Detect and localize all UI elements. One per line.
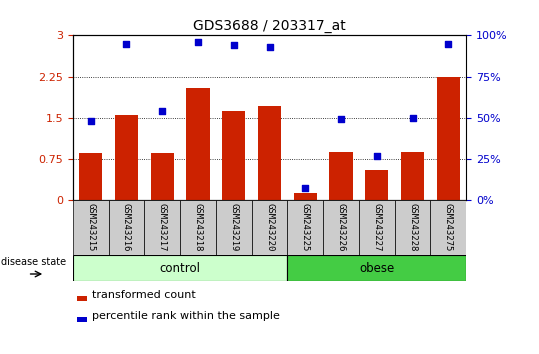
Text: GSM243226: GSM243226 — [336, 203, 345, 252]
Text: GSM243216: GSM243216 — [122, 203, 131, 252]
Point — [230, 42, 238, 48]
Bar — [216, 200, 252, 255]
Text: GSM243215: GSM243215 — [86, 203, 95, 252]
Text: percentile rank within the sample: percentile rank within the sample — [93, 312, 280, 321]
Text: GSM243275: GSM243275 — [444, 203, 453, 252]
Point — [158, 108, 167, 114]
Text: obese: obese — [359, 262, 395, 275]
Bar — [365, 170, 389, 200]
Text: GSM243228: GSM243228 — [408, 203, 417, 252]
Bar — [395, 200, 431, 255]
Point — [265, 44, 274, 50]
Bar — [79, 153, 102, 200]
Title: GDS3688 / 203317_at: GDS3688 / 203317_at — [193, 19, 346, 33]
Text: GSM243218: GSM243218 — [194, 203, 203, 252]
Point — [372, 153, 381, 158]
Bar — [222, 111, 245, 200]
Text: transformed count: transformed count — [93, 290, 196, 300]
Bar — [287, 200, 323, 255]
Bar — [73, 255, 287, 281]
Bar — [323, 200, 359, 255]
Bar — [287, 255, 466, 281]
Bar — [186, 87, 210, 200]
Text: disease state: disease state — [2, 257, 67, 267]
Text: GSM243219: GSM243219 — [229, 203, 238, 252]
Bar — [77, 296, 87, 301]
Bar — [294, 193, 317, 200]
Bar — [108, 200, 144, 255]
Bar — [252, 200, 287, 255]
Bar — [258, 105, 281, 200]
Bar — [73, 200, 108, 255]
Point — [408, 115, 417, 120]
Point — [194, 39, 202, 45]
Point — [301, 185, 309, 191]
Bar — [431, 200, 466, 255]
Bar — [144, 200, 180, 255]
Bar — [329, 152, 353, 200]
Bar — [77, 317, 87, 322]
Point — [444, 41, 453, 46]
Text: GSM243217: GSM243217 — [158, 203, 167, 252]
Text: GSM243227: GSM243227 — [372, 203, 381, 252]
Point — [86, 118, 95, 124]
Bar — [180, 200, 216, 255]
Point — [337, 116, 345, 122]
Bar — [437, 76, 460, 200]
Bar — [115, 115, 138, 200]
Point — [122, 41, 131, 46]
Text: GSM243225: GSM243225 — [301, 203, 310, 252]
Text: control: control — [160, 262, 201, 275]
Text: GSM243220: GSM243220 — [265, 203, 274, 252]
Bar — [150, 153, 174, 200]
Bar — [401, 152, 424, 200]
Bar — [359, 200, 395, 255]
